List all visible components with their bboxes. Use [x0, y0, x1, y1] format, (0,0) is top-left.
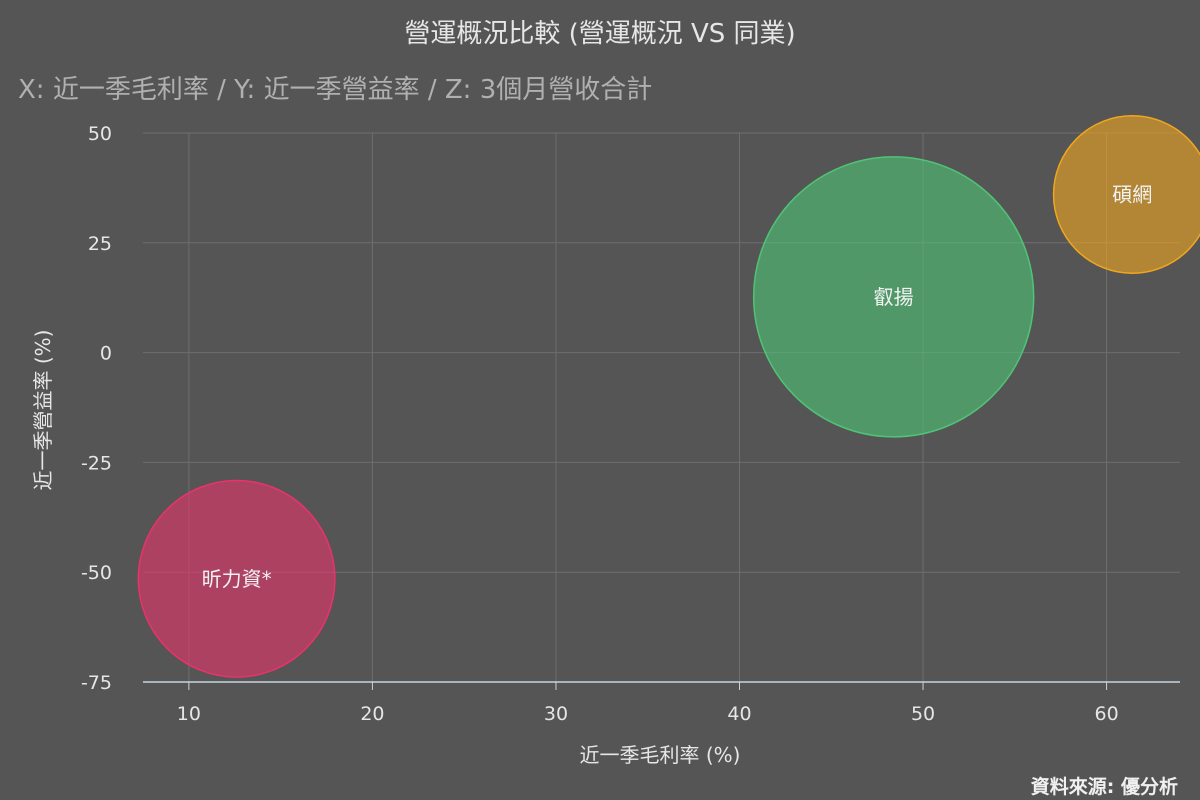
bubble-label: 碩網 [1112, 182, 1152, 206]
chart-title: 營運概況比較 (營運概況 VS 同業) [404, 19, 795, 49]
bubbles: 昕力資* 叡揚 碩網 [137, 115, 1200, 678]
y-tick-label: 25 [88, 233, 112, 255]
x-tick-label: 60 [1094, 703, 1118, 725]
bubble[interactable] [1052, 115, 1200, 274]
credit-text: 資料來源: 優分析 [1031, 775, 1178, 798]
x-tick-label: 40 [727, 703, 751, 725]
y-tick-label: -25 [81, 452, 112, 474]
x-tick-label: 50 [911, 703, 935, 725]
y-tick-label: 0 [100, 343, 112, 365]
x-tick-label: 20 [360, 703, 384, 725]
x-tick-labels: 10 20 30 40 50 60 [177, 682, 1119, 725]
chart-subtitle: X: 近一季毛利率 / Y: 近一季營益率 / Z: 3個月營收合計 [18, 75, 652, 105]
y-tick-label: 50 [88, 123, 112, 145]
y-axis-label: 近一季營益率 (%) [31, 330, 55, 491]
x-tick-label: 10 [177, 703, 201, 725]
bubble-label: 叡揚 [874, 285, 914, 309]
x-tick-label: 30 [544, 703, 568, 725]
bubble[interactable] [752, 156, 1035, 438]
x-axis-label: 近一季毛利率 (%) [580, 743, 741, 767]
y-tick-label: -75 [81, 672, 112, 694]
bubble-label: 昕力資* [202, 567, 272, 591]
bubble[interactable] [137, 479, 336, 678]
y-tick-label: -50 [81, 562, 112, 584]
y-tick-labels: 50 25 0 -25 -50 -75 [81, 123, 112, 694]
